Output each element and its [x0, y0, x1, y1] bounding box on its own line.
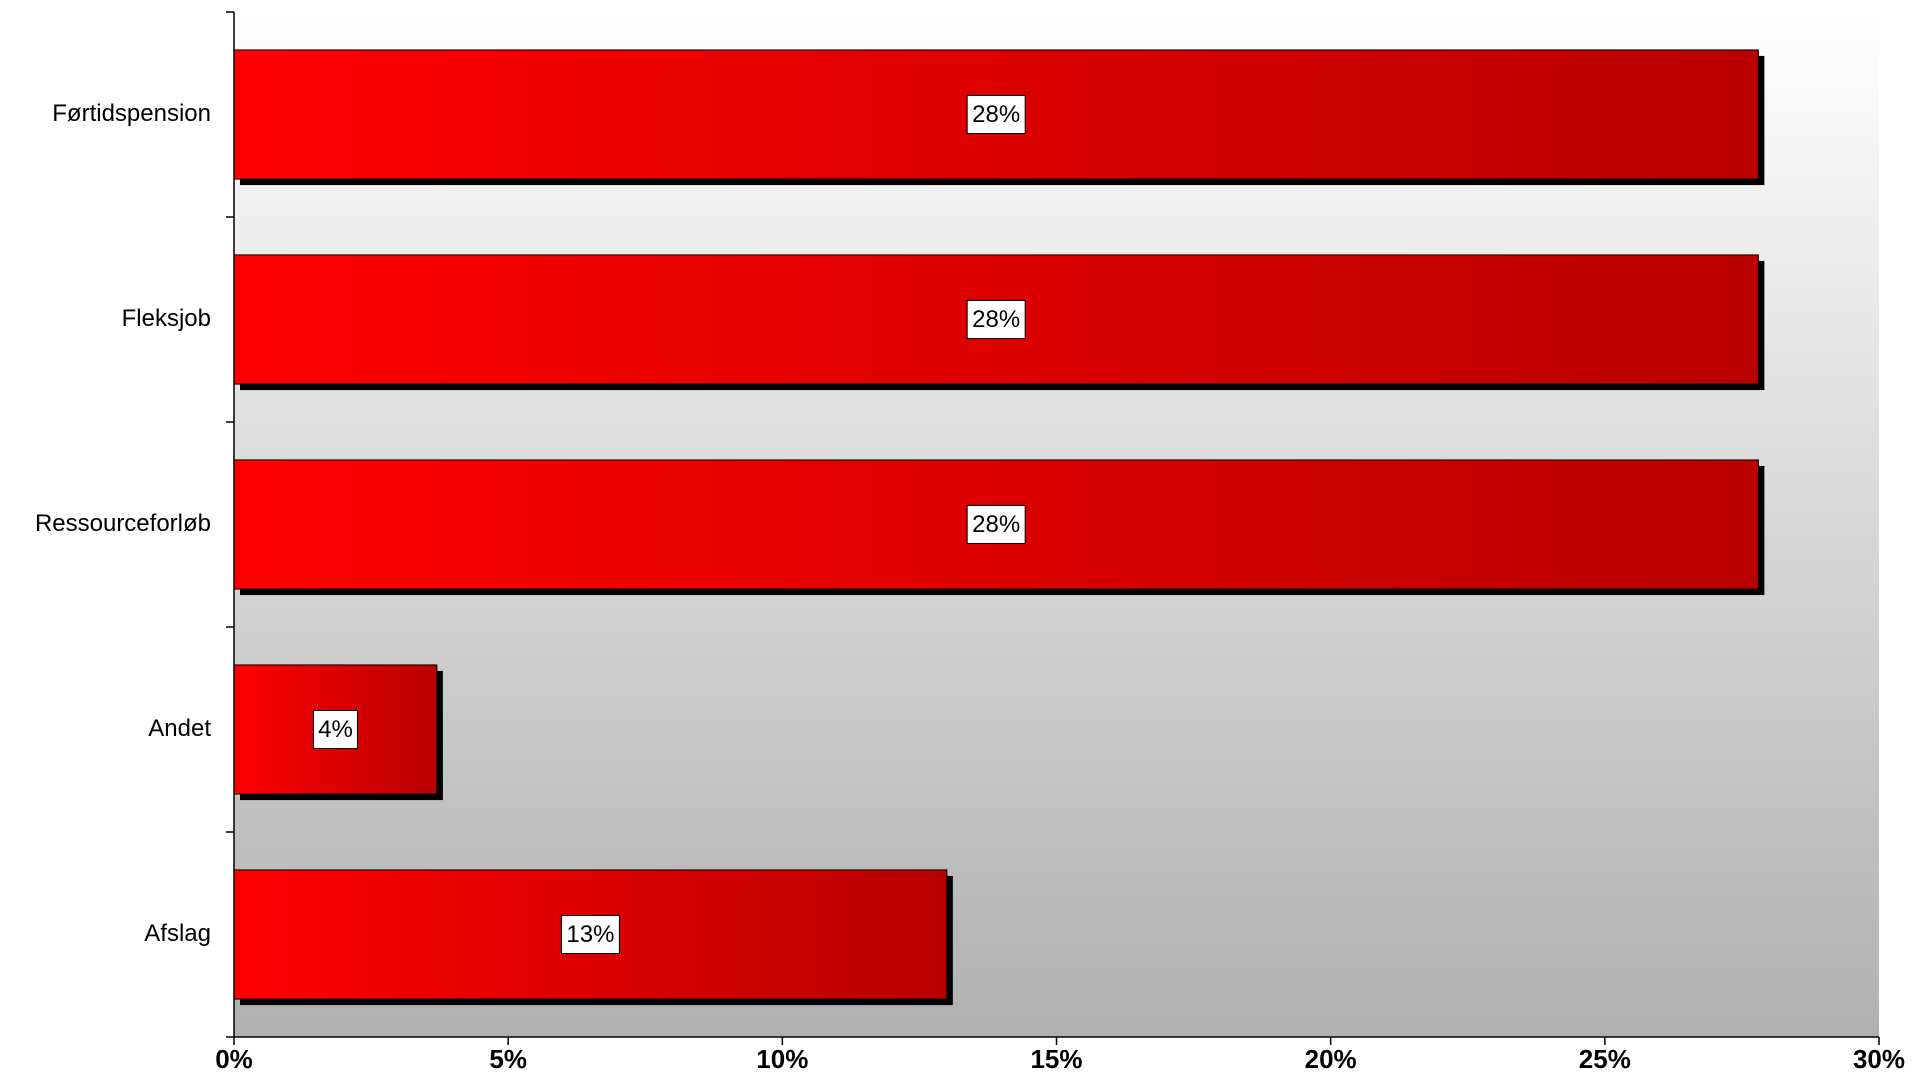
- data-label: 28%: [972, 511, 1020, 538]
- category-label: Ressourceforløb: [35, 510, 211, 537]
- x-tick-label: 10%: [756, 1044, 808, 1074]
- data-label-box: [966, 300, 1026, 339]
- data-label: 28%: [972, 306, 1020, 333]
- category-label: Afslag: [144, 920, 211, 947]
- bars-layer: [233, 49, 1765, 1006]
- x-tick-label: 30%: [1853, 1044, 1905, 1074]
- category-label: Andet: [148, 715, 211, 742]
- data-label-box: [966, 95, 1026, 134]
- x-tick-label: 5%: [489, 1044, 527, 1074]
- data-label: 28%: [972, 101, 1020, 128]
- bar: [233, 459, 1759, 590]
- data-label: 4%: [318, 716, 353, 743]
- x-tick-label: 25%: [1579, 1044, 1631, 1074]
- category-label: Fleksjob: [122, 305, 211, 332]
- x-tick-label: 15%: [1030, 1044, 1082, 1074]
- data-label-box: [312, 710, 358, 749]
- data-label: 13%: [566, 921, 614, 948]
- axes-layer: [226, 11, 1880, 1045]
- data-label-box: [560, 915, 620, 954]
- x-tick-label: 20%: [1305, 1044, 1357, 1074]
- labels-layer: Førtidspension 28% Fleksjob 28% Ressourcefor…: [35, 95, 1905, 1074]
- data-label-box: [966, 505, 1026, 544]
- category-label: Førtidspension: [52, 100, 211, 127]
- x-tick-label: 0%: [215, 1044, 253, 1074]
